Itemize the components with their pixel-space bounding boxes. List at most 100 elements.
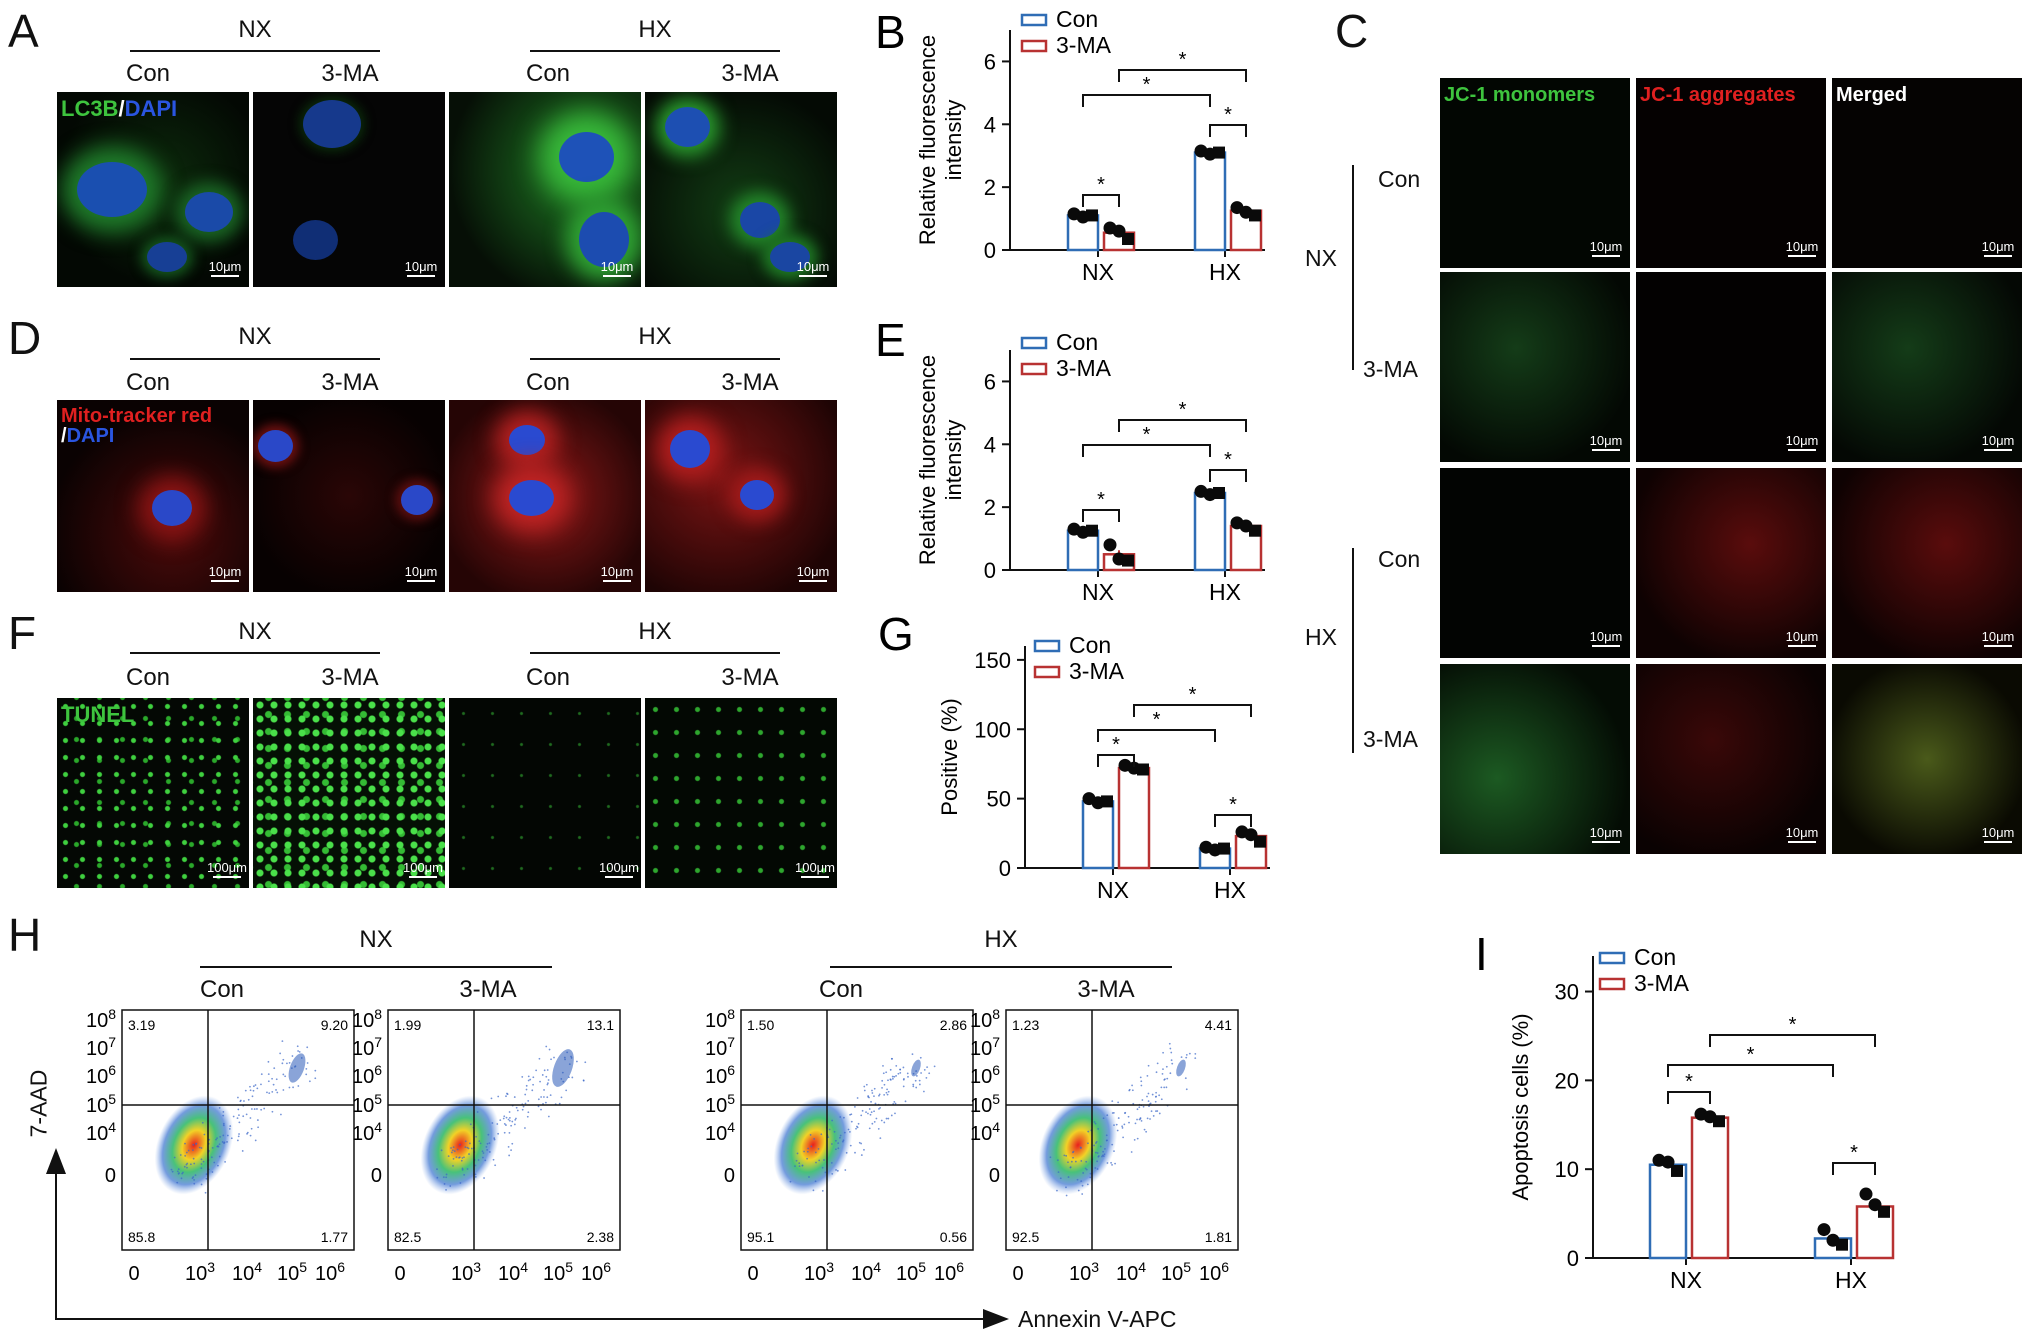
event-dot (232, 1115, 235, 1118)
event-dot (894, 1102, 897, 1105)
event-dot (1185, 1088, 1188, 1091)
event-dot (217, 1164, 219, 1167)
scale-bar: 10μm (1586, 630, 1626, 647)
event-dot (899, 1068, 901, 1071)
event-dot (267, 1080, 270, 1083)
event-dot (899, 1072, 902, 1074)
event-dot (226, 1134, 229, 1137)
event-dot (1093, 1121, 1096, 1123)
event-dot (911, 1053, 914, 1056)
plot-frame (740, 1009, 974, 1251)
event-dot (271, 1110, 274, 1113)
event-dot (1149, 1118, 1151, 1120)
legend-swatch (1598, 977, 1626, 991)
quadrant-value: 2.38 (587, 1229, 614, 1245)
event-dot (180, 1177, 183, 1180)
event-dot (535, 1069, 538, 1072)
data-point (1218, 842, 1230, 855)
event-dot (529, 1078, 532, 1081)
event-dot (508, 1116, 511, 1119)
event-dot (798, 1162, 801, 1165)
y-tick-label: 50 (987, 787, 1011, 812)
event-dot (1065, 1154, 1068, 1157)
event-dot (506, 1093, 509, 1096)
event-dot (560, 1096, 563, 1099)
event-dot (170, 1168, 173, 1171)
event-dot (524, 1127, 526, 1129)
event-dot (531, 1089, 534, 1092)
quadrant-value: 3.19 (128, 1017, 155, 1033)
nucleus (77, 162, 147, 217)
scale-bar: 10μm (1782, 240, 1822, 257)
y-tick-label: 4 (984, 112, 996, 137)
event-dot (549, 1094, 552, 1097)
event-dot (200, 1167, 203, 1170)
bar (1193, 491, 1227, 572)
event-dot (503, 1131, 506, 1134)
event-dot (461, 1167, 464, 1170)
event-dot (282, 1073, 285, 1076)
event-dot (228, 1127, 231, 1130)
event-dot (486, 1149, 489, 1151)
event-dot (875, 1117, 878, 1120)
event-dot (201, 1121, 204, 1124)
x-axis-arrow (55, 1318, 985, 1320)
event-dot (828, 1128, 831, 1131)
event-dot (546, 1069, 549, 1071)
event-dot (1145, 1130, 1148, 1133)
event-dot (238, 1133, 240, 1135)
arrow-head (46, 1148, 66, 1174)
event-dot (223, 1142, 225, 1145)
event-dot (474, 1175, 477, 1178)
event-dot (1131, 1084, 1133, 1087)
event-dot (926, 1066, 929, 1069)
condition-label: Con (525, 60, 571, 87)
data-point (1671, 1164, 1683, 1177)
event-dot (1096, 1168, 1099, 1170)
event-dot (288, 1062, 291, 1064)
quadrant-value: 13.1 (587, 1017, 614, 1033)
significance-star: * (1179, 49, 1187, 71)
bar (1690, 1116, 1730, 1260)
event-dot (464, 1140, 467, 1143)
legend-swatch (1598, 951, 1626, 965)
data-point (1086, 524, 1098, 537)
event-dot (458, 1143, 461, 1146)
event-dot (796, 1152, 799, 1155)
event-dot (879, 1106, 882, 1109)
event-dot (1081, 1193, 1084, 1195)
event-dot (257, 1126, 260, 1129)
event-dot (216, 1137, 218, 1140)
event-dot (1127, 1115, 1130, 1118)
nucleus (770, 242, 810, 272)
event-dot (1071, 1151, 1074, 1154)
event-dot (868, 1127, 871, 1130)
event-dot (843, 1116, 845, 1119)
event-dot (1084, 1167, 1087, 1170)
nucleus (303, 100, 361, 148)
y-tick-label: 4 (984, 432, 996, 457)
event-dot (1169, 1072, 1172, 1075)
scale-bar: 10μm (1782, 630, 1822, 647)
channel-label: JC-1 aggregates (1640, 84, 1796, 106)
event-dot (200, 1147, 203, 1149)
event-dot (238, 1114, 240, 1117)
x-tick-label: 106 (1199, 1259, 1229, 1285)
event-dot (893, 1075, 896, 1078)
nucleus (147, 242, 187, 272)
event-dot (267, 1073, 270, 1076)
event-dot (516, 1109, 519, 1112)
y-tick-label: 108 (705, 1006, 735, 1032)
y-tick-label: 100 (974, 717, 1011, 742)
event-cluster (288, 1053, 306, 1083)
jc1-micrograph: 10μm (1832, 664, 2022, 854)
y-axis-label: intensity (941, 420, 966, 501)
event-dot (510, 1124, 513, 1127)
arrow-head (983, 1309, 1009, 1329)
event-dot (297, 1050, 300, 1052)
event-dot (839, 1134, 842, 1137)
condition-label: Con (125, 664, 171, 691)
nucleus (293, 220, 338, 260)
y-tick-label: 105 (970, 1091, 1000, 1117)
